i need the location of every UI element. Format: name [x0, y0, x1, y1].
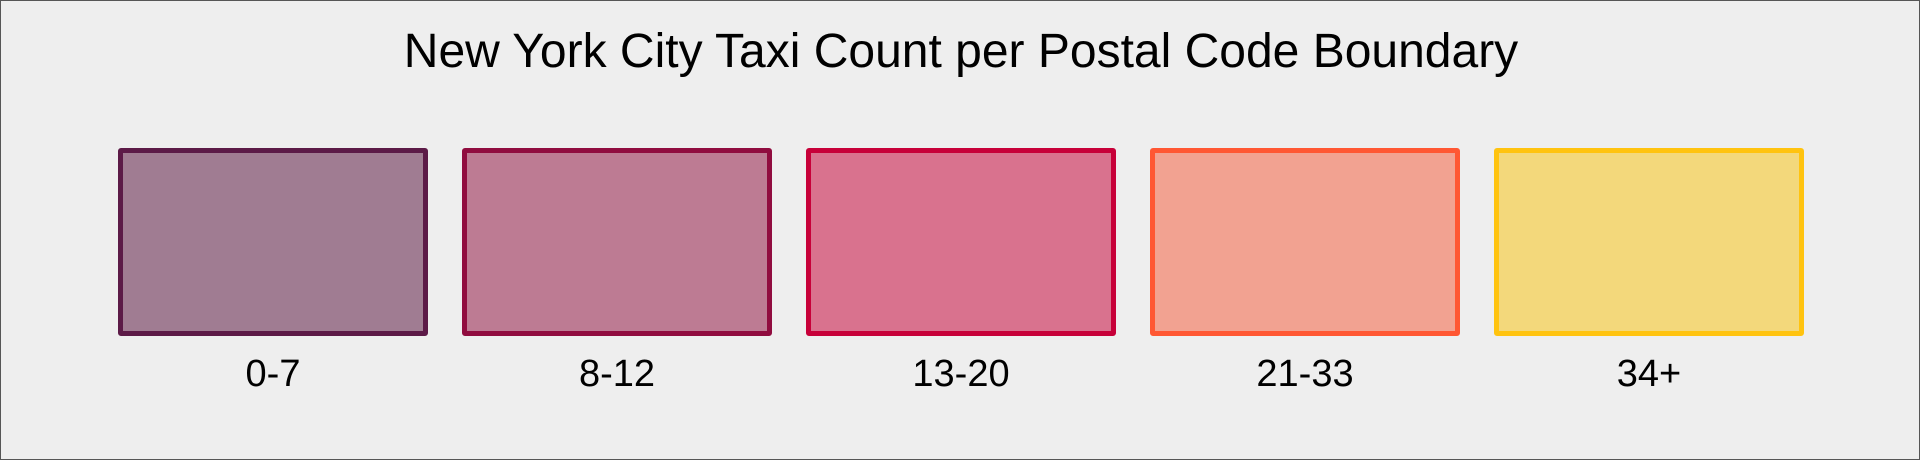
- legend-title: New York City Taxi Count per Postal Code…: [403, 25, 1519, 78]
- legend-swatch-8-12: [462, 148, 772, 336]
- legend-label-13-20: 13-20: [912, 353, 1010, 395]
- legend-swatch-21-33: [1150, 148, 1460, 336]
- legend-label-0-7: 0-7: [245, 353, 301, 395]
- legend-label-8-12: 8-12: [578, 353, 656, 395]
- legend-label-21-33: 21-33: [1256, 353, 1354, 395]
- legend-swatch-34-plus: [1494, 148, 1804, 336]
- legend-swatch-0-7: [118, 148, 428, 336]
- legend-swatch-13-20: [806, 148, 1116, 336]
- legend-label-34-plus: 34+: [1616, 353, 1682, 395]
